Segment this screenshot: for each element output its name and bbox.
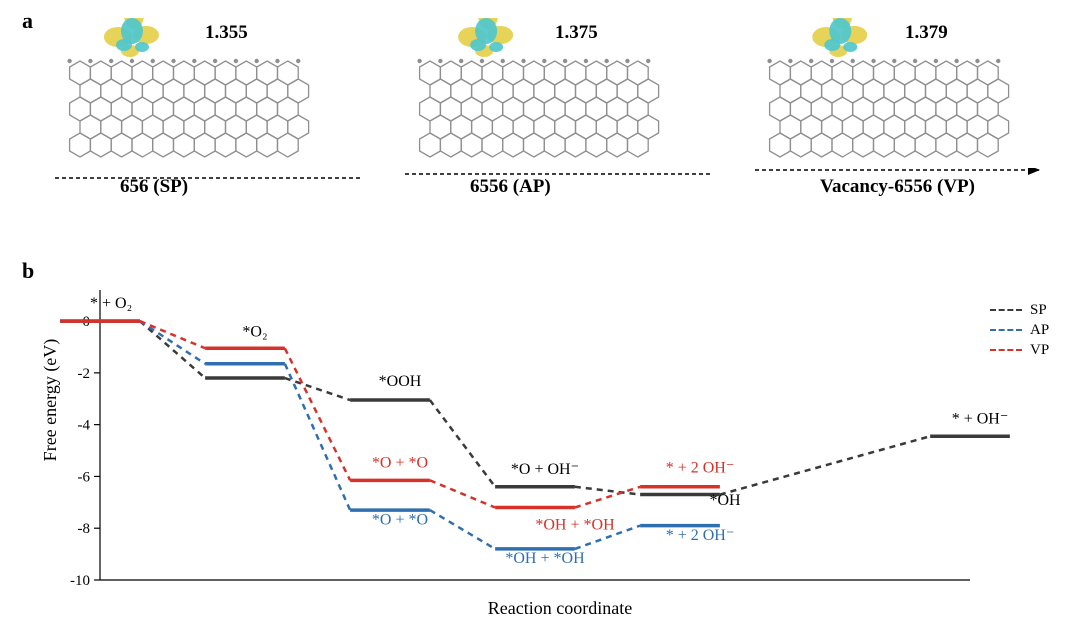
free-energy-plot: -10-8-6-4-20* + O₂*O₂*OOH*O + *O*O + *O*… [0, 0, 1080, 631]
connector-SP-1 [140, 321, 205, 378]
legend-label-ap: AP [1030, 322, 1049, 339]
connector-SP-2 [285, 378, 350, 400]
figure-root: a 1.355656 (SP)1.3756556 (AP)1.379Vacanc… [0, 0, 1080, 631]
annotation-11: * + OH⁻ [952, 410, 1009, 427]
connector-AP-2 [285, 364, 350, 510]
plot-legend: SP AP VP [990, 300, 1049, 360]
svg-text:-10: -10 [70, 573, 90, 589]
connector-VP-4 [575, 487, 640, 508]
annotation-10: * + 2 OH⁻ [666, 527, 735, 544]
legend-swatch-sp [990, 309, 1022, 311]
legend-swatch-ap [990, 329, 1022, 331]
svg-text:-4: -4 [78, 418, 91, 434]
annotation-6: *OH + *OH [535, 517, 615, 534]
legend-item-sp: SP [990, 300, 1049, 320]
connector-VP-3 [430, 480, 495, 507]
annotation-1: *O₂ [242, 324, 267, 341]
annotation-5: *O + OH⁻ [511, 461, 579, 478]
annotation-9: *OH [709, 492, 741, 509]
svg-text:-8: -8 [78, 521, 91, 537]
annotation-0: * + O₂ [90, 295, 132, 312]
svg-text:-2: -2 [78, 366, 91, 382]
connector-SP-5 [720, 436, 930, 494]
annotation-4: *O + *O [372, 511, 428, 528]
legend-item-vp: VP [990, 340, 1049, 360]
connector-SP-3 [430, 400, 495, 487]
annotation-3: *O + *O [372, 454, 428, 471]
connector-VP-1 [140, 321, 205, 348]
annotation-2: *OOH [379, 373, 422, 390]
annotation-7: *OH + *OH [505, 550, 585, 567]
legend-swatch-vp [990, 349, 1022, 351]
x-axis-label: Reaction coordinate [430, 598, 690, 619]
connector-AP-1 [140, 321, 205, 364]
legend-label-sp: SP [1030, 302, 1047, 319]
svg-text:-6: -6 [78, 469, 91, 485]
legend-label-vp: VP [1030, 342, 1049, 359]
annotation-8: * + 2 OH⁻ [666, 460, 735, 477]
legend-item-ap: AP [990, 320, 1049, 340]
connector-VP-2 [285, 348, 350, 480]
y-axis-label: Free energy (eV) [40, 290, 61, 510]
connector-AP-3 [430, 510, 495, 549]
